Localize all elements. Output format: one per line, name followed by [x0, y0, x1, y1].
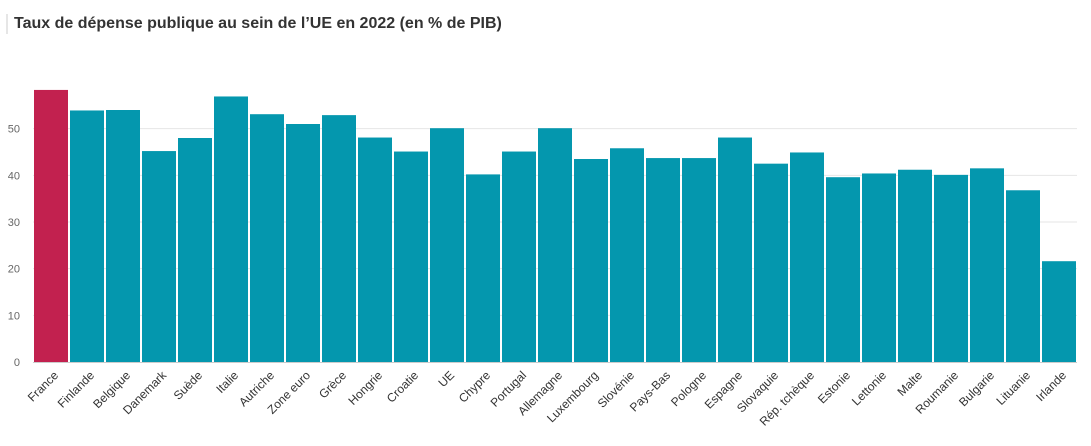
x-tick-label: Finlande	[55, 368, 98, 411]
y-tick-label: 10	[8, 310, 20, 322]
x-tick-label: Suède	[171, 368, 206, 403]
bar[interactable]	[862, 173, 896, 362]
bar[interactable]	[934, 174, 968, 362]
bar[interactable]	[1042, 261, 1076, 362]
bar[interactable]	[646, 158, 680, 362]
x-tick-label: Lettonie	[849, 368, 889, 408]
bar[interactable]	[790, 152, 824, 362]
bar[interactable]	[826, 177, 860, 362]
x-tick-label: Lituanie	[993, 368, 1033, 408]
y-tick-label: 0	[14, 357, 20, 369]
bars	[34, 89, 1076, 362]
x-tick-label: Irlande	[1033, 368, 1069, 404]
bar[interactable]	[250, 114, 284, 362]
y-tick-label: 20	[8, 264, 20, 276]
bar[interactable]	[1006, 190, 1040, 362]
bar[interactable]	[754, 163, 788, 362]
x-tick-label: Hongrie	[346, 368, 386, 408]
bar[interactable]	[898, 169, 932, 362]
bar[interactable]	[178, 138, 212, 362]
bar[interactable]	[538, 128, 572, 362]
x-tick-label: UE	[435, 368, 457, 390]
bar[interactable]	[34, 89, 68, 362]
bar[interactable]	[718, 137, 752, 362]
bar[interactable]	[574, 159, 608, 362]
bar[interactable]	[358, 137, 392, 362]
bar[interactable]	[502, 151, 536, 362]
x-tick-label: Bulgarie	[956, 368, 997, 409]
y-tick-label: 30	[8, 217, 20, 229]
x-tick-label: Malte	[894, 368, 925, 399]
bar[interactable]	[970, 168, 1004, 362]
x-tick-label: Croatie	[384, 368, 421, 405]
bar[interactable]	[466, 174, 500, 362]
x-tick-label: Grèce	[316, 368, 349, 401]
bar[interactable]	[106, 110, 140, 362]
x-tick-label: Italie	[213, 368, 241, 396]
y-tick-label: 40	[8, 170, 20, 182]
x-tick-label: Estonie	[815, 368, 853, 406]
y-tick-label: 50	[8, 124, 20, 136]
y-axis-ticks: 0 10 20 30 40 50	[8, 124, 20, 369]
bar[interactable]	[214, 96, 248, 362]
bar[interactable]	[394, 151, 428, 362]
chart-title: Taux de dépense publique au sein de l’UE…	[6, 14, 502, 34]
bar[interactable]	[610, 148, 644, 362]
bar[interactable]	[682, 158, 716, 362]
bar[interactable]	[142, 151, 176, 362]
bar[interactable]	[430, 128, 464, 362]
bar[interactable]	[70, 110, 104, 362]
bar[interactable]	[286, 124, 320, 362]
bar[interactable]	[322, 115, 356, 362]
